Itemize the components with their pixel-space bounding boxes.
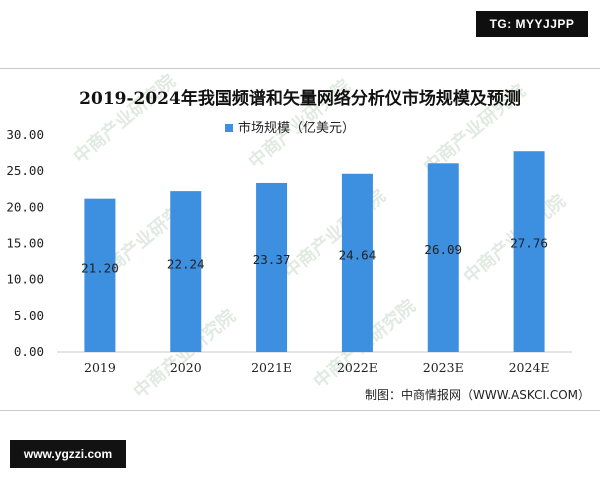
bar (341, 173, 373, 352)
y-axis: 0.00 5.00 10.00 15.00 20.00 25.00 30.00 (6, 127, 44, 359)
y-tick-label: 30.00 (6, 127, 44, 142)
bar (170, 191, 202, 352)
y-tick-label: 5.00 (14, 308, 44, 323)
source-note: 制图：中商情报网（WWW.ASKCI.COM） (365, 387, 590, 402)
x-tick-label: 2021E (251, 360, 292, 375)
y-tick-label: 10.00 (6, 272, 44, 287)
x-axis: 2019 2020 2021E 2022E 2023E 2024E (84, 360, 550, 375)
data-label: 21.20 (81, 260, 119, 275)
watermark-text: 中商产业研究院 (279, 185, 390, 283)
watermark-text: 中商产业研究院 (69, 70, 180, 168)
x-tick-label: 2024E (509, 360, 550, 375)
chart-frame: 中商产业研究院 中商产业研究院 中商产业研究院 中商产业研究院 中商产业研究院 中商产业研… (0, 68, 600, 411)
data-label: 24.64 (339, 247, 377, 262)
legend-swatch (225, 124, 233, 132)
data-label: 23.37 (253, 252, 291, 267)
tg-badge: TG: MYYJJPP (476, 11, 588, 37)
bar (427, 163, 459, 352)
data-label: 26.09 (424, 242, 462, 257)
x-tick-label: 2020 (170, 360, 202, 375)
x-tick-label: 2022E (337, 360, 378, 375)
y-tick-label: 15.00 (6, 236, 44, 251)
x-tick-label: 2023E (423, 360, 464, 375)
bar (84, 198, 116, 352)
y-tick-label: 20.00 (6, 199, 44, 214)
data-label: 22.24 (167, 256, 205, 271)
bar (513, 151, 545, 352)
y-tick-label: 0.00 (14, 344, 44, 359)
y-tick-label: 25.00 (6, 163, 44, 178)
site-badge: www.ygzzi.com (10, 440, 126, 468)
chart-title: 2019-2024年我国频谱和矢量网络分析仪市场规模及预测 (79, 88, 521, 109)
data-label: 27.76 (510, 236, 548, 251)
legend-label: 市场规模（亿美元） (238, 120, 355, 136)
x-tick-label: 2019 (84, 360, 116, 375)
bars-group: 21.20 22.24 23.37 24.64 26.09 27.76 (81, 151, 548, 352)
bar (256, 182, 288, 352)
